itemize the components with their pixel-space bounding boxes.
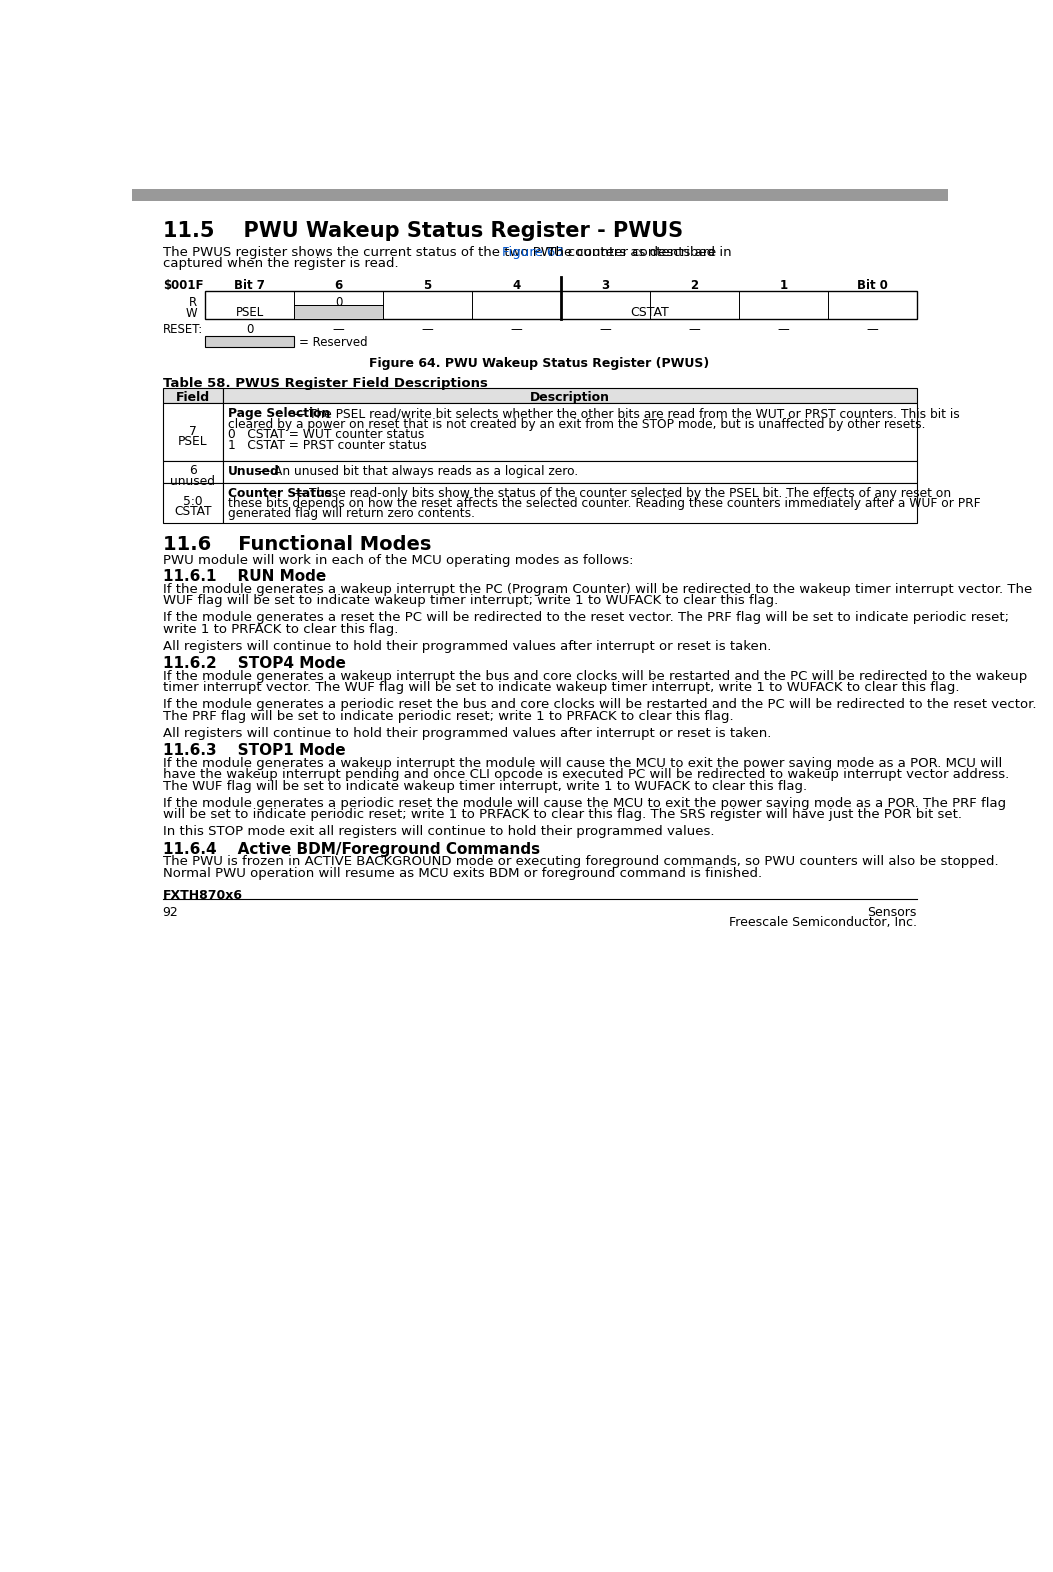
Text: generated flag will return zero contents.: generated flag will return zero contents…	[227, 508, 475, 520]
Text: Freescale Semiconductor, Inc.: Freescale Semiconductor, Inc.	[729, 916, 917, 929]
Text: 0: 0	[335, 297, 342, 310]
Text: —: —	[511, 324, 522, 336]
Bar	[162, 404, 223, 461]
Text: captured when the register is read.: captured when the register is read.	[162, 258, 398, 270]
Text: have the wakeup interrupt pending and once CLI opcode is executed PC will be red: have the wakeup interrupt pending and on…	[162, 769, 1009, 781]
Text: CSTAT: CSTAT	[174, 506, 212, 519]
Text: If the module generates a wakeup interrupt the bus and core clocks will be resta: If the module generates a wakeup interru…	[162, 670, 1027, 682]
Bar	[223, 388, 917, 404]
Text: 2: 2	[691, 278, 698, 292]
Bar	[162, 388, 223, 404]
Text: —: —	[867, 324, 878, 336]
Text: 11.6.3    STOP1 Mode: 11.6.3 STOP1 Mode	[162, 744, 345, 758]
Text: 11.6.2    STOP4 Mode: 11.6.2 STOP4 Mode	[162, 656, 345, 671]
Bar	[223, 461, 917, 483]
Text: —: —	[421, 324, 434, 336]
Text: 3: 3	[601, 278, 610, 292]
Text: 11.6    Functional Modes: 11.6 Functional Modes	[162, 534, 431, 555]
Bar	[223, 404, 917, 461]
Text: 11.6.1    RUN Mode: 11.6.1 RUN Mode	[162, 569, 325, 585]
Text: If the module generates a wakeup interrupt the PC (Program Counter) will be redi: If the module generates a wakeup interru…	[162, 583, 1032, 596]
Text: unused: unused	[171, 475, 216, 487]
Text: Unused: Unused	[227, 465, 279, 478]
Text: CSTAT: CSTAT	[631, 307, 670, 319]
Bar	[162, 461, 223, 483]
Text: The PWU is frozen in ACTIVE BACKGROUND mode or executing foreground commands, so: The PWU is frozen in ACTIVE BACKGROUND m…	[162, 855, 998, 868]
Text: 0: 0	[246, 324, 254, 336]
Text: W: W	[186, 307, 198, 321]
Text: If the module generates a periodic reset the module will cause the MCU to exit t: If the module generates a periodic reset…	[162, 797, 1006, 810]
Bar	[162, 483, 223, 523]
Text: The PWUS register shows the current status of the two PWU counters as described : The PWUS register shows the current stat…	[162, 245, 735, 259]
Text: 11.6.4    Active BDM/Foreground Commands: 11.6.4 Active BDM/Foreground Commands	[162, 841, 540, 857]
Bar	[205, 336, 294, 347]
Text: write 1 to PRFACK to clear this flag.: write 1 to PRFACK to clear this flag.	[162, 623, 398, 637]
Text: — An unused bit that always reads as a logical zero.: — An unused bit that always reads as a l…	[254, 465, 578, 478]
Text: If the module generates a reset the PC will be redirected to the reset vector. T: If the module generates a reset the PC w…	[162, 612, 1009, 624]
Text: The WUF flag will be set to indicate wakeup timer interrupt, write 1 to WUFACK t: The WUF flag will be set to indicate wak…	[162, 780, 807, 792]
Text: —: —	[689, 324, 700, 336]
Text: — The PSEL read/write bit selects whether the other bits are read from the WUT o: — The PSEL read/write bit selects whethe…	[289, 407, 959, 420]
Bar	[294, 305, 383, 319]
Text: PSEL: PSEL	[236, 307, 264, 319]
Text: If the module generates a wakeup interrupt the module will cause the MCU to exit: If the module generates a wakeup interru…	[162, 756, 1001, 770]
Bar	[132, 189, 948, 201]
Text: 4: 4	[513, 278, 520, 292]
Text: . The counter contents are: . The counter contents are	[539, 245, 716, 259]
Text: Figure 63: Figure 63	[502, 245, 564, 259]
Text: —: —	[777, 324, 789, 336]
Text: 7: 7	[188, 424, 197, 437]
Text: All registers will continue to hold their programmed values after interrupt or r: All registers will continue to hold thei…	[162, 640, 771, 652]
Text: Sensors: Sensors	[868, 905, 917, 918]
Text: these bits depends on how the reset affects the selected counter. Reading these : these bits depends on how the reset affe…	[227, 497, 980, 509]
Text: Bit 7: Bit 7	[234, 278, 265, 292]
Text: Normal PWU operation will resume as MCU exits BDM or foreground command is finis: Normal PWU operation will resume as MCU …	[162, 868, 761, 880]
Text: WUF flag will be set to indicate wakeup timer interrupt; write 1 to WUFACK to cl: WUF flag will be set to indicate wakeup …	[162, 594, 778, 607]
Text: cleared by a power on reset that is not created by an exit from the STOP mode, b: cleared by a power on reset that is not …	[227, 418, 926, 431]
Text: 1   CSTAT = PRST counter status: 1 CSTAT = PRST counter status	[227, 439, 426, 451]
Text: timer interrupt vector. The WUF flag will be set to indicate wakeup timer interr: timer interrupt vector. The WUF flag wil…	[162, 681, 959, 695]
Text: Bit 0: Bit 0	[857, 278, 888, 292]
Text: 5: 5	[423, 278, 432, 292]
Text: In this STOP mode exit all registers will continue to hold their programmed valu: In this STOP mode exit all registers wil…	[162, 825, 714, 838]
Text: 5:0: 5:0	[183, 495, 202, 508]
Text: —: —	[333, 324, 344, 336]
Text: Counter Status: Counter Status	[227, 487, 332, 500]
Text: Figure 64. PWU Wakeup Status Register (PWUS): Figure 64. PWU Wakeup Status Register (P…	[370, 357, 710, 371]
Text: Table 58. PWUS Register Field Descriptions: Table 58. PWUS Register Field Descriptio…	[162, 377, 488, 390]
Text: will be set to indicate periodic reset; write 1 to PRFACK to clear this flag. Th: will be set to indicate periodic reset; …	[162, 808, 961, 822]
Text: PWU module will work in each of the MCU operating modes as follows:: PWU module will work in each of the MCU …	[162, 553, 633, 566]
Text: Field: Field	[176, 391, 210, 404]
Text: 92: 92	[162, 905, 178, 918]
Text: 0   CSTAT = WUT counter status: 0 CSTAT = WUT counter status	[227, 428, 424, 442]
Bar	[223, 483, 917, 523]
Text: Description: Description	[530, 391, 610, 404]
Text: 11.5    PWU Wakeup Status Register - PWUS: 11.5 PWU Wakeup Status Register - PWUS	[162, 222, 682, 241]
Text: RESET:: RESET:	[162, 324, 203, 336]
Bar	[205, 291, 917, 319]
Text: PSEL: PSEL	[178, 435, 207, 448]
Text: 6: 6	[188, 464, 197, 478]
Text: 6: 6	[335, 278, 343, 292]
Text: All registers will continue to hold their programmed values after interrupt or r: All registers will continue to hold thei…	[162, 726, 771, 740]
Text: Page Selection: Page Selection	[227, 407, 330, 420]
Text: 1: 1	[779, 278, 788, 292]
Text: If the module generates a periodic reset the bus and core clocks will be restart: If the module generates a periodic reset…	[162, 698, 1036, 712]
Text: $001F: $001F	[162, 278, 203, 292]
Text: — These read-only bits show the status of the counter selected by the PSEL bit. : — These read-only bits show the status o…	[289, 487, 951, 500]
Text: = Reserved: = Reserved	[299, 336, 367, 349]
Text: The PRF flag will be set to indicate periodic reset; write 1 to PRFACK to clear : The PRF flag will be set to indicate per…	[162, 711, 733, 723]
Text: —: —	[599, 324, 612, 336]
Text: FXTH870x6: FXTH870x6	[162, 890, 242, 902]
Text: R: R	[190, 297, 198, 310]
